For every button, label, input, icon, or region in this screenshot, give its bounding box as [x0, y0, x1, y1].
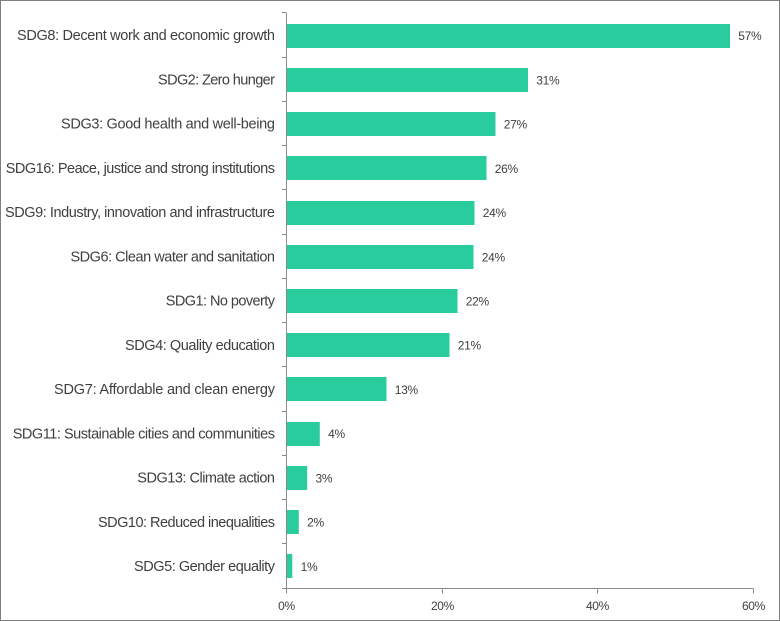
svg-text:0%: 0%	[278, 598, 295, 612]
svg-text:SDG2: Zero hunger: SDG2: Zero hunger	[158, 72, 275, 88]
svg-text:SDG10: Reduced inequalities: SDG10: Reduced inequalities	[98, 514, 275, 530]
svg-text:26%: 26%	[494, 161, 518, 175]
svg-text:13%: 13%	[394, 383, 418, 397]
svg-text:SDG9: Industry, innovation and: SDG9: Industry, innovation and infrastru…	[5, 205, 275, 221]
svg-text:2%: 2%	[307, 515, 324, 529]
svg-text:SDG5: Gender equality: SDG5: Gender equality	[134, 559, 276, 575]
svg-text:21%: 21%	[457, 338, 481, 352]
svg-text:40%: 40%	[585, 598, 609, 612]
svg-text:SDG3: Good health and well-bei: SDG3: Good health and well-being	[61, 116, 275, 132]
svg-text:20%: 20%	[430, 598, 454, 612]
svg-text:SDG6: Clean water and sanitati: SDG6: Clean water and sanitation	[70, 249, 275, 265]
svg-text:24%: 24%	[481, 250, 505, 264]
svg-text:31%: 31%	[536, 73, 560, 87]
svg-text:27%: 27%	[503, 117, 527, 131]
svg-text:4%: 4%	[328, 427, 345, 441]
svg-text:SDG11: Sustainable cities and: SDG11: Sustainable cities and communitie…	[12, 426, 274, 442]
svg-text:SDG1: No poverty: SDG1: No poverty	[165, 293, 275, 309]
svg-text:SDG4: Quality education: SDG4: Quality education	[125, 337, 275, 353]
svg-text:24%: 24%	[482, 206, 506, 220]
svg-text:SDG16: Peace, justice and stro: SDG16: Peace, justice and strong institu…	[5, 160, 274, 176]
svg-text:SDG13: Climate action: SDG13: Climate action	[137, 470, 275, 486]
svg-text:57%: 57%	[738, 29, 762, 43]
svg-text:22%: 22%	[465, 294, 489, 308]
svg-text:60%: 60%	[741, 598, 765, 612]
svg-text:SDG7: Affordable and clean ene: SDG7: Affordable and clean energy	[54, 382, 276, 398]
svg-text:3%: 3%	[315, 471, 332, 485]
svg-text:1%: 1%	[300, 559, 317, 573]
svg-text:SDG8: Decent work and economic: SDG8: Decent work and economic growth	[17, 28, 275, 44]
